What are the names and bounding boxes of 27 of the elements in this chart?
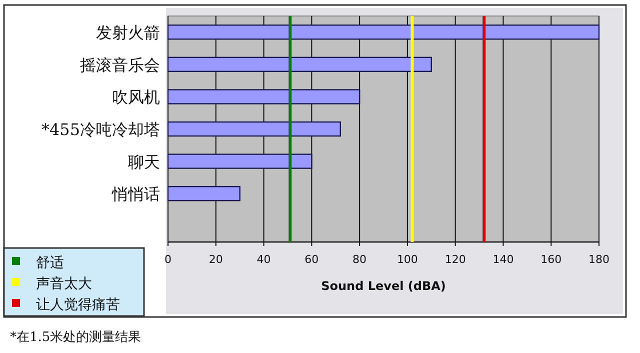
text: *在1.5米处的测量结果: [10, 330, 142, 345]
y-tick-label: 摇滚音乐会: [80, 55, 160, 74]
x-tick-label: 100: [396, 253, 418, 266]
x-tick-label: 180: [588, 253, 610, 266]
x-tick-label: 40: [256, 253, 271, 266]
legend-label: 让人觉得痛苦: [36, 297, 120, 313]
y-tick-label: *455冷吨冷却塔: [41, 120, 160, 139]
bar: [167, 186, 240, 202]
bar: [167, 121, 341, 137]
y-tick-label: 聊天: [128, 152, 160, 172]
x-tick-label: 20: [208, 253, 223, 266]
x-tick-label: 60: [304, 253, 319, 266]
x-tick-label: 80: [352, 253, 367, 266]
y-tick-label: 吹风机: [112, 88, 160, 107]
bar: [167, 24, 600, 40]
x-tick-label: 160: [540, 253, 562, 266]
legend-label: 声音太大: [36, 276, 92, 292]
y-tick-label: 悄悄话: [111, 184, 160, 204]
x-axis-title: Sound Level (dBA): [321, 279, 446, 293]
x-tick-label: 140: [492, 253, 514, 266]
bar: [167, 56, 432, 72]
legend-label: 舒适: [36, 255, 64, 271]
x-tick-label: 0: [164, 253, 172, 266]
bar: [167, 154, 312, 169]
bar: [167, 89, 360, 104]
y-tick-label: 发射火箭: [96, 23, 160, 42]
x-tick-label: 120: [444, 253, 466, 266]
